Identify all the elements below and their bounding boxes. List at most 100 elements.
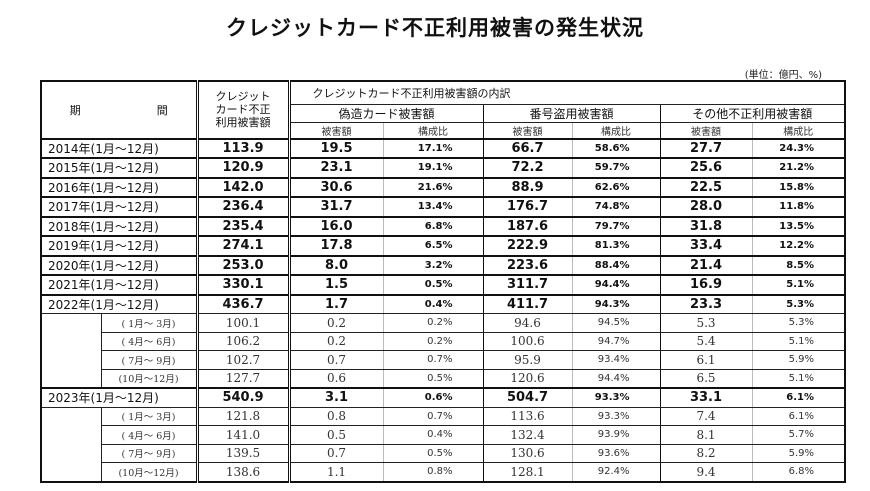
number-theft-amount: 88.9	[482, 176, 573, 198]
number-theft-ratio: 94.7%	[571, 331, 661, 351]
counterfeit-ratio: 3.2%	[382, 254, 484, 276]
other-amount: 6.5	[659, 368, 753, 389]
counterfeit-amount: 30.6	[288, 176, 384, 198]
quarter-label: ( 1月～ 3月)	[100, 406, 199, 426]
period-label: 2019年(1月～12月)	[40, 235, 199, 256]
table-row-year: 2020年(1月～12月) 253.0 8.0 3.2% 223.6 88.4% 21.4 8…	[40, 254, 846, 276]
counterfeit-amount: 17.8	[288, 235, 384, 256]
counterfeit-amount: 3.1	[288, 387, 384, 408]
period-label: 2018年(1月～12月)	[40, 215, 199, 237]
other-amount: 9.4	[659, 462, 753, 482]
period-label: 2014年(1月～12月)	[40, 137, 199, 159]
number-theft-ratio: 74.8%	[571, 196, 661, 217]
other-ratio: 13.5%	[751, 215, 846, 237]
period-indent	[40, 313, 102, 332]
counterfeit-ratio: 0.5%	[382, 368, 484, 389]
number-theft-ratio: 93.9%	[571, 425, 661, 445]
table-row-year: 2016年(1月～12月) 142.0 30.6 21.6% 88.9 62.6% 22.5…	[40, 176, 846, 198]
number-theft-amount: 223.6	[482, 254, 573, 276]
page-title: クレジットカード不正利用被害の発生状況	[226, 16, 644, 40]
fraud-damage-table: 期 間 クレジット カード不正 利用被害額 クレジットカード不正利用被害額の内訳…	[40, 80, 846, 483]
counterfeit-ratio: 0.6%	[382, 387, 484, 408]
total-amount: 139.5	[196, 443, 291, 463]
header-sub-ratio: 構成比	[382, 121, 484, 139]
number-theft-amount: 222.9	[482, 235, 573, 256]
counterfeit-ratio: 19.1%	[382, 157, 484, 178]
counterfeit-ratio: 0.5%	[382, 443, 484, 463]
unit-note: (単位：億円、%)	[744, 70, 822, 81]
other-amount: 5.4	[659, 331, 753, 351]
other-amount: 5.3	[659, 313, 753, 333]
total-amount: 540.9	[196, 387, 291, 408]
number-theft-amount: 72.2	[482, 157, 573, 178]
number-theft-ratio: 93.3%	[571, 406, 661, 426]
total-amount: 330.1	[196, 274, 291, 295]
quarter-label: ( 7月～ 9月)	[100, 443, 199, 463]
header-total-line2: カード不正	[215, 103, 271, 117]
number-theft-ratio: 94.3%	[571, 293, 661, 314]
number-theft-amount: 120.6	[482, 368, 573, 389]
counterfeit-amount: 0.8	[288, 406, 384, 426]
period-indent	[40, 350, 102, 369]
number-theft-amount: 411.7	[482, 293, 573, 314]
table-row-year: 2021年(1月～12月) 330.1 1.5 0.5% 311.7 94.4% 16.9 5…	[40, 274, 846, 295]
quarter-label: ( 4月～ 6月)	[100, 425, 199, 445]
header-total: クレジット カード不正 利用被害額	[196, 80, 291, 139]
header-sub-amount: 被害額	[482, 121, 573, 139]
number-theft-ratio: 62.6%	[571, 176, 661, 198]
table-row-year: 2014年(1月～12月) 113.9 19.5 17.1% 66.7 58.6% 27.7…	[40, 137, 846, 159]
number-theft-ratio: 59.7%	[571, 157, 661, 178]
period-indent	[40, 407, 102, 426]
table-row-quarter: ( 1月～ 3月) 121.8 0.8 0.7% 113.6 93.3% 7.4 6.1%	[40, 406, 846, 426]
header-breakdown: クレジットカード不正利用被害額の内訳	[288, 80, 846, 105]
total-amount: 141.0	[196, 425, 291, 445]
total-amount: 253.0	[196, 254, 291, 276]
number-theft-amount: 100.6	[482, 331, 573, 351]
number-theft-amount: 132.4	[482, 425, 573, 445]
counterfeit-ratio: 21.6%	[382, 176, 484, 198]
other-ratio: 6.1%	[751, 406, 846, 426]
counterfeit-ratio: 17.1%	[382, 137, 484, 159]
header-sub-amount: 被害額	[288, 121, 384, 139]
period-indent	[40, 332, 102, 351]
other-amount: 31.8	[659, 215, 753, 237]
header-sub-ratio: 構成比	[571, 121, 661, 139]
counterfeit-amount: 0.2	[288, 331, 384, 351]
table-row-quarter: ( 4月～ 6月) 106.2 0.2 0.2% 100.6 94.7% 5.4 5.1%	[40, 331, 846, 351]
counterfeit-amount: 1.5	[288, 274, 384, 295]
total-amount: 236.4	[196, 196, 291, 217]
header-group-counterfeit: 偽造カード被害額	[288, 103, 484, 123]
number-theft-amount: 130.6	[482, 443, 573, 463]
total-amount: 102.7	[196, 350, 291, 370]
period-label: 2023年(1月～12月)	[40, 387, 199, 408]
other-ratio: 24.3%	[751, 137, 846, 159]
number-theft-amount: 187.6	[482, 215, 573, 237]
other-ratio: 5.1%	[751, 331, 846, 351]
total-amount: 127.7	[196, 368, 291, 389]
counterfeit-ratio: 0.4%	[382, 293, 484, 314]
number-theft-ratio: 58.6%	[571, 137, 661, 159]
counterfeit-amount: 19.5	[288, 137, 384, 159]
number-theft-ratio: 93.3%	[571, 387, 661, 408]
number-theft-amount: 311.7	[482, 274, 573, 295]
number-theft-ratio: 92.4%	[571, 462, 661, 482]
counterfeit-ratio: 13.4%	[382, 196, 484, 217]
counterfeit-amount: 0.7	[288, 350, 384, 370]
number-theft-amount: 113.6	[482, 406, 573, 426]
quarter-label: (10月～12月)	[100, 462, 199, 482]
other-ratio: 11.8%	[751, 196, 846, 217]
counterfeit-amount: 1.1	[288, 462, 384, 482]
other-amount: 33.4	[659, 235, 753, 256]
other-amount: 28.0	[659, 196, 753, 217]
total-amount: 106.2	[196, 331, 291, 351]
counterfeit-ratio: 0.5%	[382, 274, 484, 295]
table-row-year: 2015年(1月～12月) 120.9 23.1 19.1% 72.2 59.7% 25.6…	[40, 157, 846, 178]
other-ratio: 12.2%	[751, 235, 846, 256]
table-row-year: 2019年(1月～12月) 274.1 17.8 6.5% 222.9 81.3% 33.4…	[40, 235, 846, 256]
total-amount: 100.1	[196, 313, 291, 333]
period-label: 2022年(1月～12月)	[40, 293, 199, 314]
other-ratio: 21.2%	[751, 157, 846, 178]
total-amount: 436.7	[196, 293, 291, 314]
period-indent	[40, 444, 102, 463]
counterfeit-ratio: 0.8%	[382, 462, 484, 482]
